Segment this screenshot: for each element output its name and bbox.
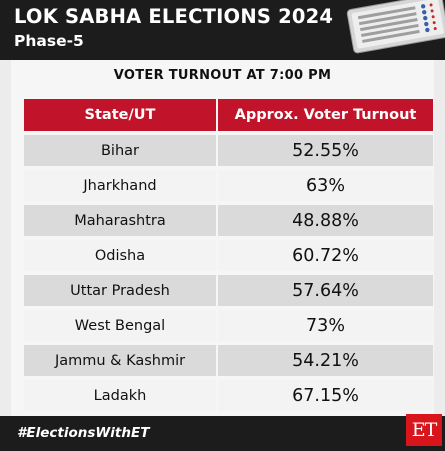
header-banner: LOK SABHA ELECTIONS 2024 Phase-5 — [0, 0, 445, 60]
turnout-cell: 54.21% — [218, 345, 433, 376]
page-subtitle: Phase-5 — [14, 32, 84, 50]
voting-machine-icon — [346, 0, 445, 54]
state-cell: Jammu & Kashmir — [24, 345, 218, 376]
turnout-cell: 48.88% — [218, 205, 433, 236]
table-row: West Bengal 73% — [24, 310, 433, 341]
turnout-cell: 63% — [218, 170, 433, 201]
column-header-state: State/UT — [24, 99, 218, 131]
turnout-cell: 73% — [218, 310, 433, 341]
hashtag-label: #ElectionsWithET — [17, 425, 150, 441]
turnout-table: State/UT Approx. Voter Turnout Bihar 52.… — [24, 95, 433, 415]
state-cell: Odisha — [24, 240, 218, 271]
state-cell: Jharkhand — [24, 170, 218, 201]
table-row: Maharashtra 48.88% — [24, 205, 433, 236]
table-row: Bihar 52.55% — [24, 135, 433, 166]
table-title: VOTER TURNOUT AT 7:00 PM — [113, 68, 332, 83]
table-row: Uttar Pradesh 57.64% — [24, 275, 433, 306]
state-cell: West Bengal — [24, 310, 218, 341]
turnout-panel: VOTER TURNOUT AT 7:00 PM State/UT Approx… — [11, 60, 434, 416]
table-row: Odisha 60.72% — [24, 240, 433, 271]
turnout-cell: 67.15% — [218, 380, 433, 411]
state-cell: Ladakh — [24, 380, 218, 411]
state-cell: Uttar Pradesh — [24, 275, 218, 306]
turnout-cell: 60.72% — [218, 240, 433, 271]
turnout-cell: 52.55% — [218, 135, 433, 166]
column-header-turnout: Approx. Voter Turnout — [218, 99, 433, 131]
table-row: Jharkhand 63% — [24, 170, 433, 201]
footer-bar: #ElectionsWithET — [0, 416, 445, 451]
turnout-cell: 57.64% — [218, 275, 433, 306]
state-cell: Maharashtra — [24, 205, 218, 236]
state-cell: Bihar — [24, 135, 218, 166]
table-row: Jammu & Kashmir 54.21% — [24, 345, 433, 376]
table-row: Ladakh 67.15% — [24, 380, 433, 411]
page-title: LOK SABHA ELECTIONS 2024 — [14, 5, 334, 28]
table-header-row: State/UT Approx. Voter Turnout — [24, 99, 433, 131]
et-logo: ET — [406, 414, 442, 446]
